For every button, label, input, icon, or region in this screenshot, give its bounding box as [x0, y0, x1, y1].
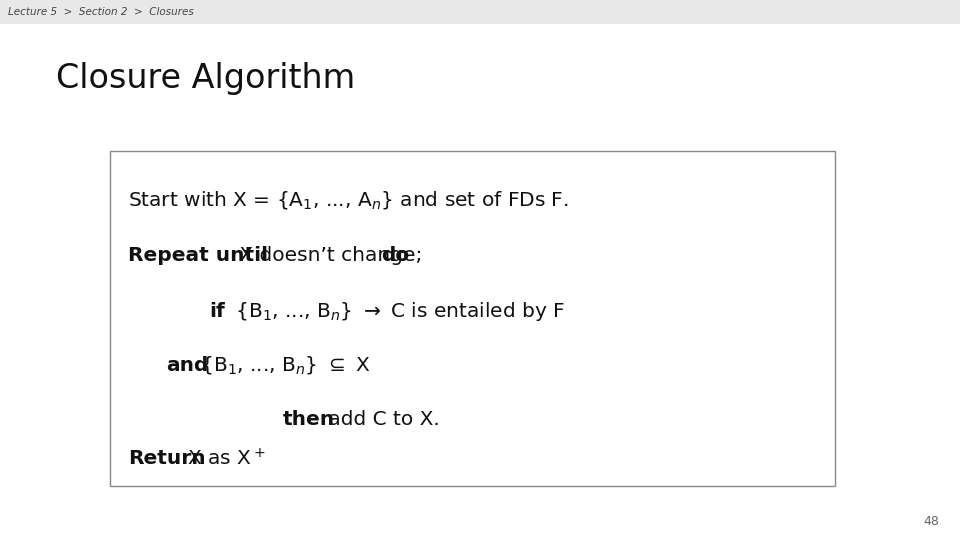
Text: {B$_1$, ..., B$_n$} $\subseteq$ X: {B$_1$, ..., B$_n$} $\subseteq$ X: [194, 354, 371, 376]
Text: Closure Algorithm: Closure Algorithm: [56, 62, 355, 95]
Text: add C to X.: add C to X.: [322, 409, 440, 429]
Text: Repeat until: Repeat until: [128, 246, 268, 265]
Text: {B$_1$, ..., B$_n$} $\rightarrow$ C is entailed by F: {B$_1$, ..., B$_n$} $\rightarrow$ C is e…: [228, 300, 564, 322]
Text: :: :: [398, 246, 405, 265]
Text: Lecture 5  >  Section 2  >  Closures: Lecture 5 > Section 2 > Closures: [8, 8, 193, 17]
Text: if: if: [209, 301, 225, 321]
Text: and: and: [166, 355, 208, 375]
Text: Start with X = {A$_1$, ..., A$_n$} and set of FDs F.: Start with X = {A$_1$, ..., A$_n$} and s…: [128, 189, 568, 211]
FancyBboxPatch shape: [0, 0, 960, 24]
Text: Return: Return: [128, 449, 205, 469]
Text: then: then: [283, 409, 335, 429]
Text: X as X$^+$: X as X$^+$: [180, 448, 266, 470]
Text: 48: 48: [923, 515, 939, 528]
FancyBboxPatch shape: [110, 151, 835, 486]
Text: do: do: [381, 246, 410, 265]
Text: X doesn’t change;: X doesn’t change;: [233, 246, 429, 265]
